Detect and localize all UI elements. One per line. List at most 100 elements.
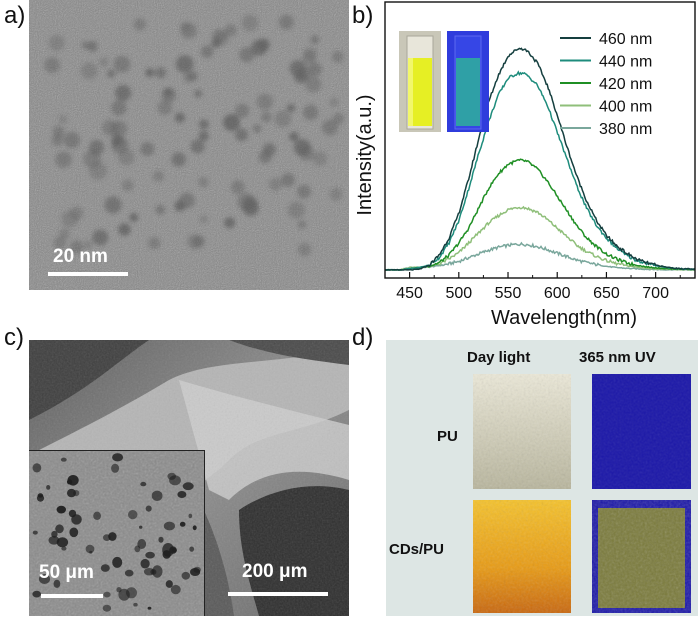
- nanoparticle: [198, 130, 209, 142]
- col-header-uv: 365 nm UV: [579, 349, 656, 366]
- nanoparticle: [274, 110, 292, 128]
- cds-pu-daylight-texture: [473, 500, 571, 613]
- nanoparticle: [235, 128, 248, 142]
- nanoparticle: [198, 177, 209, 188]
- inset-scale-bar: [41, 594, 103, 598]
- nanoparticle: [242, 199, 259, 217]
- legend-label-440-nm: 440 nm: [599, 54, 652, 71]
- nanoparticle: [312, 151, 328, 166]
- nanoparticle: [251, 39, 268, 56]
- pore: [53, 579, 61, 588]
- pore: [124, 569, 134, 577]
- nanoparticle: [332, 112, 345, 125]
- x-tick-label-600: 600: [544, 285, 571, 302]
- nanoparticle: [63, 132, 80, 149]
- legend-label-420-nm: 420 nm: [599, 76, 652, 93]
- nanoparticle: [89, 162, 107, 180]
- nanoparticle: [332, 51, 344, 63]
- pore: [103, 534, 111, 541]
- nanoparticle: [289, 60, 306, 77]
- nanoparticle: [211, 38, 221, 49]
- tem-texture: [29, 0, 349, 290]
- x-tick-label-700: 700: [642, 285, 669, 302]
- nanoparticle: [58, 115, 68, 124]
- nanoparticle: [89, 139, 105, 156]
- nanoparticle: [231, 180, 245, 195]
- cds-pu-daylight-photo: [473, 500, 571, 613]
- nanoparticle: [198, 119, 209, 130]
- pore: [118, 588, 130, 601]
- pore: [32, 530, 38, 535]
- nanoparticle: [87, 41, 98, 52]
- pore: [61, 546, 67, 551]
- series-line-420-nm: [385, 158, 696, 271]
- pu-daylight-photo: [473, 374, 571, 489]
- nanoparticle: [92, 229, 109, 246]
- sample-photos-panel: Day light 365 nm UV PU CDs/PU: [386, 340, 698, 616]
- nanoparticle: [302, 51, 317, 65]
- cds-pu-uv-texture: [592, 500, 691, 613]
- nanoparticle: [180, 21, 191, 32]
- pore: [116, 587, 122, 593]
- nanoparticle: [175, 55, 194, 73]
- pore: [163, 521, 175, 531]
- nanoparticle: [256, 93, 274, 111]
- pore: [140, 558, 150, 569]
- x-tick-label-500: 500: [445, 285, 472, 302]
- nanoparticle: [223, 114, 241, 131]
- nanoparticle: [297, 220, 307, 229]
- nanoparticle: [201, 45, 214, 58]
- pore: [102, 604, 112, 612]
- nanoparticle: [48, 35, 65, 51]
- pore: [182, 482, 194, 491]
- nanoparticle: [261, 111, 272, 123]
- nanoparticle: [193, 235, 206, 248]
- row-label-pu: PU: [437, 428, 458, 445]
- pore: [56, 505, 66, 514]
- x-tick-label-450: 450: [396, 285, 423, 302]
- nanoparticle: [190, 139, 205, 154]
- pore: [137, 539, 147, 549]
- pore: [189, 546, 195, 552]
- nanoparticle: [278, 14, 294, 30]
- nanoparticle: [305, 76, 322, 93]
- nanoparticle: [129, 213, 139, 222]
- pore: [93, 511, 101, 520]
- pore: [150, 569, 157, 575]
- pore: [158, 536, 164, 543]
- nanoparticle: [329, 97, 339, 107]
- pore: [165, 580, 173, 588]
- nanoparticle: [299, 145, 315, 161]
- pore: [162, 550, 171, 559]
- legend-label-380-nm: 380 nm: [599, 121, 652, 138]
- pore: [32, 463, 42, 473]
- nanoparticle: [269, 177, 282, 191]
- pore: [112, 453, 124, 462]
- pore: [170, 584, 181, 595]
- x-axis-label: Wavelength(nm): [491, 307, 637, 329]
- nanoparticle: [140, 142, 155, 157]
- pore: [190, 568, 201, 576]
- inset-scale-bar-label: 50 μm: [39, 562, 94, 583]
- nanoparticle: [80, 62, 98, 80]
- nanoparticle: [53, 236, 67, 250]
- pore: [56, 537, 69, 548]
- pore: [51, 530, 58, 538]
- cuvette-uv: [456, 58, 480, 126]
- panel-label-d: d): [352, 324, 374, 351]
- nanoparticle: [118, 223, 131, 236]
- pore: [133, 602, 138, 607]
- sem-inset-texture: [29, 451, 204, 616]
- tem-image: 20 nm: [29, 0, 349, 290]
- pu-daylight-texture: [473, 374, 571, 489]
- pore: [145, 551, 155, 559]
- col-header-daylight: Day light: [467, 349, 531, 366]
- nanoparticle: [199, 215, 208, 224]
- main-scale-bar: [228, 592, 328, 596]
- row-label-cds-pu: CDs/PU: [389, 541, 445, 558]
- nanoparticle: [187, 71, 198, 82]
- nanoparticle: [329, 187, 343, 201]
- pore: [67, 488, 76, 498]
- legend-label-460-nm: 460 nm: [599, 31, 652, 48]
- cuvette-photos-inset: [399, 31, 489, 132]
